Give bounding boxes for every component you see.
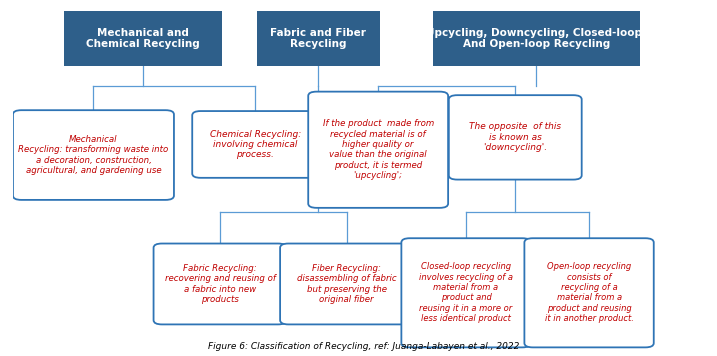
Text: The opposite  of this
is known as
'downcycling'.: The opposite of this is known as 'downcy… <box>469 122 561 152</box>
FancyBboxPatch shape <box>308 91 448 208</box>
FancyBboxPatch shape <box>64 11 222 66</box>
Text: Chemical Recycling:
involving chemical
process.: Chemical Recycling: involving chemical p… <box>209 130 300 159</box>
Text: Closed-loop recycling
involves recycling of a
material from a
product and
reusin: Closed-loop recycling involves recycling… <box>419 262 513 323</box>
Text: Upcycling, Downcycling, Closed-loop,
And Open-loop Recycling: Upcycling, Downcycling, Closed-loop, And… <box>427 28 646 49</box>
Text: Fabric Recycling:
recovering and reusing of
a fabric into new
products: Fabric Recycling: recovering and reusing… <box>165 264 275 304</box>
FancyBboxPatch shape <box>192 111 318 178</box>
FancyBboxPatch shape <box>257 11 380 66</box>
Text: Mechanical and
Chemical Recycling: Mechanical and Chemical Recycling <box>86 28 199 49</box>
FancyBboxPatch shape <box>153 244 286 324</box>
FancyBboxPatch shape <box>524 238 654 347</box>
Text: Fiber Recycling:
disassembling of fabric
but preserving the
original fiber: Fiber Recycling: disassembling of fabric… <box>297 264 397 304</box>
FancyBboxPatch shape <box>402 238 531 347</box>
Text: Fabric and Fiber
Recycling: Fabric and Fiber Recycling <box>270 28 366 49</box>
Text: Figure 6: Classification of Recycling, ref: Juanga-Labayen et al., 2022: Figure 6: Classification of Recycling, r… <box>209 342 520 351</box>
FancyBboxPatch shape <box>432 11 640 66</box>
Text: Mechanical
Recycling: transforming waste into
a decoration, construction,
agricu: Mechanical Recycling: transforming waste… <box>19 135 168 175</box>
FancyBboxPatch shape <box>449 95 581 179</box>
FancyBboxPatch shape <box>280 244 413 324</box>
Text: Open-loop recycling
consists of
recycling of a
material from a
product and reusi: Open-loop recycling consists of recyclin… <box>545 262 634 323</box>
FancyBboxPatch shape <box>13 110 174 200</box>
Text: If the product  made from
recycled material is of
higher quality or
value than t: If the product made from recycled materi… <box>323 119 434 180</box>
